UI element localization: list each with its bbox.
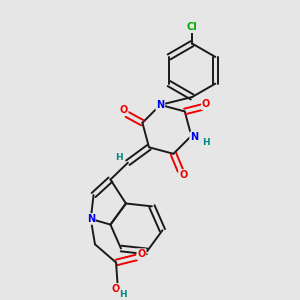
Text: O: O [119, 105, 128, 115]
Text: N: N [190, 132, 198, 142]
Text: O: O [137, 249, 146, 259]
Text: H: H [202, 138, 210, 147]
Text: N: N [87, 214, 95, 224]
Text: O: O [179, 170, 188, 180]
Text: O: O [202, 99, 210, 110]
Text: H: H [115, 153, 123, 162]
Text: Cl: Cl [187, 22, 198, 32]
Text: H: H [119, 290, 127, 299]
Text: O: O [112, 284, 120, 294]
Text: N: N [156, 100, 164, 110]
